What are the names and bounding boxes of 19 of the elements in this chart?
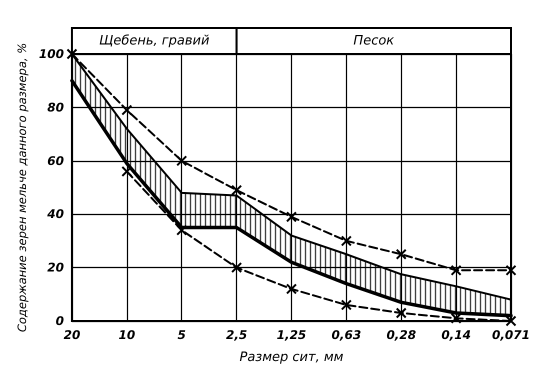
x-tick-label: 10 (118, 328, 136, 342)
text: Песок (353, 34, 394, 48)
y-axis-title: Содержание зерен мельче данного размера, % (15, 42, 29, 332)
x-tick-label: 0,071 (492, 328, 530, 342)
y-tick-label: 0 (56, 314, 64, 328)
y-tick-label: 60 (47, 154, 64, 168)
x-tick-label: 1,25 (276, 328, 306, 342)
x-axis-title: Размер сит, мм (239, 350, 344, 365)
y-tick-label: 40 (46, 207, 64, 222)
y-tick-label: 20 (47, 260, 64, 275)
y-tick-label: 80 (47, 100, 64, 114)
x-tick-label: 20 (64, 328, 80, 342)
x-tick-label: 0,14 (441, 328, 471, 342)
y-tick-label: 100 (38, 47, 64, 61)
x-tick-label: 0,28 (386, 328, 416, 342)
text: Щебень, гравий (99, 34, 210, 48)
x-tick-label: 0,63 (332, 328, 362, 342)
x-tick-label: 5 (178, 328, 186, 342)
x-tick-label: 2,5 (226, 328, 248, 342)
